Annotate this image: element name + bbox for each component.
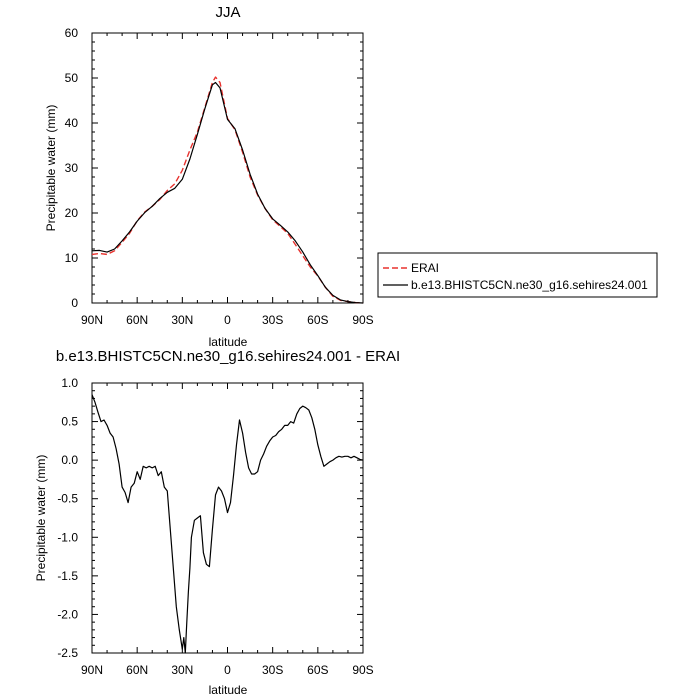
bottom-x-tick-label: 30N [171,663,193,677]
top-x-tick-label: 60S [307,313,328,327]
bottom-x-axis-label: latitude [209,683,248,697]
top-series-line-erai [91,76,364,304]
legend-box [377,252,658,298]
legend-model-label: b.e13.BHISTC5CN.ne30_g16.sehires24.001 [411,278,648,292]
top-x-tick-label: 90S [352,313,373,327]
top-series [91,76,364,304]
legend-erai-label: ERAI [411,261,439,275]
bottom-plot-frame [91,382,364,654]
top-series-line-model [91,81,364,304]
bottom-y-tick-label: -1.5 [57,569,78,583]
bottom-x-tick-label: 90S [352,663,373,677]
bottom-y-tick-label: 0.0 [61,453,78,467]
top-x-axis-label: latitude [209,335,248,349]
bottom-y-tick-label: -2.0 [57,607,78,621]
bottom-y-tick-label: -0.5 [57,492,78,506]
bottom-y-tick-label: -1.0 [57,530,78,544]
top-x-tick-label: 60N [126,313,148,327]
top-y-tick-label: 60 [65,26,79,40]
bottom-x-tick-label: 0 [224,663,231,677]
top-y-tick-label: 50 [65,71,79,85]
top-y-tick-label: 40 [65,116,79,130]
top-chart-title: JJA [215,4,240,21]
bottom-x-tick-label: 60N [126,663,148,677]
top-y-tick-label: 10 [65,251,79,265]
bottom-x-tick-label: 30S [262,663,283,677]
top-panel: JJA 90N 60N 30N 0 30S 60S 90S 0 10 20 30 40 50 60 lat… [44,4,374,349]
bottom-x-tick-label: 60S [307,663,328,677]
bottom-y-axis-label: Precipitable water (mm) [34,455,48,582]
top-ticks: 90N 60N 30N 0 30S 60S 90S 0 10 20 30 40 50 60 [65,26,374,327]
bottom-y-tick-label: 1.0 [61,376,78,390]
legend: ERAI b.e13.BHISTC5CN.ne30_g16.sehires24.… [377,252,658,298]
bottom-y-tick-label: 0.5 [61,415,78,429]
top-y-axis-label: Precipitable water (mm) [44,105,58,232]
bottom-panel: b.e13.BHISTC5CN.ne30_g16.sehires24.001 -… [34,348,400,697]
top-x-tick-label: 90N [81,313,103,327]
bottom-x-tick-label: 90N [81,663,103,677]
top-x-tick-label: 30S [262,313,283,327]
top-y-tick-label: 0 [71,296,78,310]
bottom-ticks: 90N 60N 30N 0 30S 60S 90S -2.5 -2.0 -1.5 -1.0 -0.5 0… [57,376,373,677]
bottom-series-line-difference [91,394,364,654]
top-y-tick-label: 20 [65,206,79,220]
bottom-chart-title: b.e13.BHISTC5CN.ne30_g16.sehires24.001 -… [56,348,400,365]
bottom-series [91,394,364,654]
top-x-tick-label: 0 [224,313,231,327]
top-x-tick-label: 30N [171,313,193,327]
top-y-tick-label: 30 [65,161,79,175]
top-plot-frame [91,32,364,304]
bottom-y-tick-label: -2.5 [57,646,78,660]
